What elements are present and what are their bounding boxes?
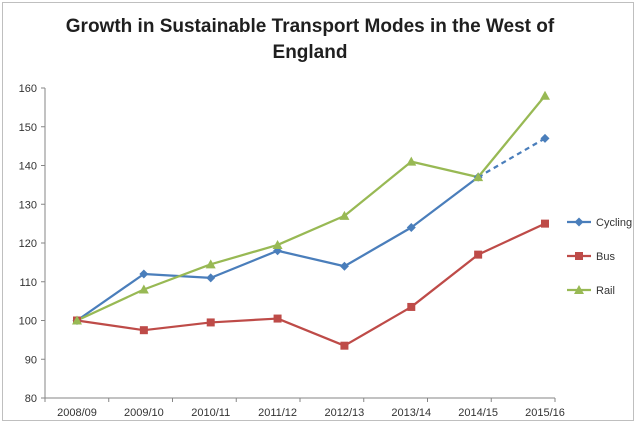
x-tick-label: 2015/16 xyxy=(525,407,565,419)
rail-series-line xyxy=(76,95,546,322)
rail-data-point xyxy=(339,210,350,220)
rail-data-point xyxy=(540,90,550,100)
bus-data-point xyxy=(340,341,349,350)
x-tick-label: 2012/13 xyxy=(325,407,365,419)
x-tick-label: 2009/10 xyxy=(124,407,164,419)
rail-data-point xyxy=(72,315,82,325)
series-markers xyxy=(72,90,550,350)
y-ticks: 80 90 100 110 120 130 140 150 160 xyxy=(19,83,45,405)
y-tick-label: 150 xyxy=(19,122,37,134)
bus-series-line xyxy=(76,222,546,347)
x-tick-label: 2008/09 xyxy=(57,407,97,419)
bus-data-point xyxy=(541,219,549,228)
y-tick-label: 100 xyxy=(19,316,37,328)
x-tick-label: 2011/12 xyxy=(258,407,297,419)
rail-data-point xyxy=(406,156,417,166)
x-tick-label: 2010/11 xyxy=(191,407,230,419)
bus-data-point xyxy=(474,250,483,259)
bus-data-point xyxy=(273,314,282,323)
rail-data-point xyxy=(138,284,149,294)
cycling-data-point xyxy=(139,269,149,279)
bus-legend-marker xyxy=(575,252,583,260)
rail-data-point xyxy=(473,172,484,182)
cycling-data-point xyxy=(206,273,216,283)
bus-data-point xyxy=(407,302,416,311)
y-tick-label: 110 xyxy=(19,277,37,289)
rail-legend-label: Rail xyxy=(596,285,615,297)
x-ticks: 2008/09 2009/10 2010/11 2011/12 2012/13 2013/… xyxy=(44,398,565,419)
axes xyxy=(44,88,555,399)
rail-data-point xyxy=(205,259,216,269)
series-lines xyxy=(76,95,546,347)
y-tick-label: 140 xyxy=(19,161,37,173)
rail-data-point xyxy=(272,239,283,249)
cycling-projected-segment xyxy=(477,137,546,179)
cycling-data-point xyxy=(406,223,416,232)
y-tick-label: 120 xyxy=(19,238,37,250)
y-tick-label: 90 xyxy=(25,354,37,366)
chart-title: Growth in Sustainable Transport Modes in… xyxy=(65,16,555,63)
bus-legend-label: Bus xyxy=(596,251,615,263)
legend: Cycling Bus Rail xyxy=(567,217,632,297)
cycling-data-point xyxy=(339,261,349,271)
rail-legend-marker xyxy=(574,285,584,294)
x-tick-label: 2013/14 xyxy=(391,407,431,419)
bus-data-point xyxy=(139,326,148,335)
cycling-data-point xyxy=(540,133,550,143)
cycling-legend-marker xyxy=(574,217,584,227)
chart-frame xyxy=(2,2,634,421)
cycling-legend-label: Cycling xyxy=(596,217,632,229)
y-tick-label: 80 xyxy=(25,393,37,405)
y-tick-label: 160 xyxy=(19,83,37,95)
y-tick-label: 130 xyxy=(19,199,37,211)
x-tick-label: 2014/15 xyxy=(458,407,498,419)
bus-data-point xyxy=(206,318,215,327)
